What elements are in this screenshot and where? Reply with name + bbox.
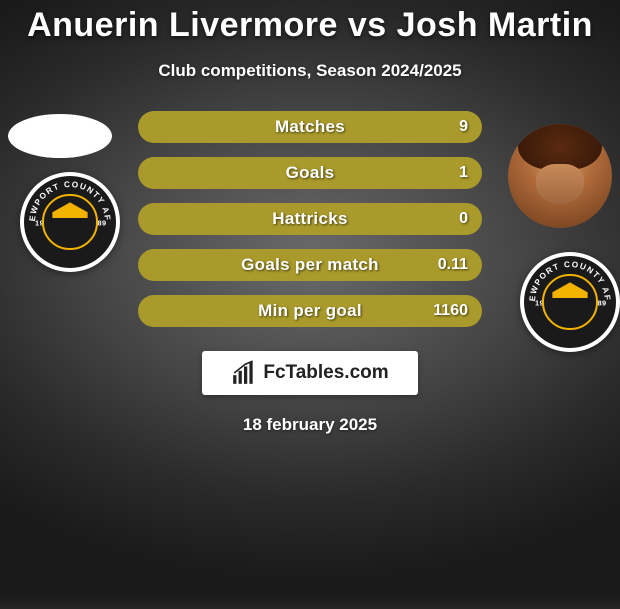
stat-value: 0.11 — [438, 256, 468, 274]
stat-value: 9 — [459, 118, 468, 136]
stat-row: Min per goal 1160 — [138, 295, 482, 327]
stat-label: Matches — [275, 117, 345, 137]
footer-logo[interactable]: FcTables.com — [202, 351, 418, 395]
stat-label: Hattricks — [272, 209, 347, 229]
stat-value: 1160 — [433, 302, 468, 320]
stat-row: Goals 1 — [138, 157, 482, 189]
stat-row: Hattricks 0 — [138, 203, 482, 235]
badge-shield-icon — [542, 274, 597, 329]
stat-label: Goals per match — [241, 255, 379, 275]
badge-shield-icon — [42, 194, 97, 249]
stat-label: Min per goal — [258, 301, 362, 321]
stat-value: 1 — [459, 164, 468, 182]
page-title: Anuerin Livermore vs Josh Martin — [0, 6, 620, 45]
footer-logo-text: FcTables.com — [263, 362, 388, 384]
club-badge-left: NEWPORT COUNTY AFC exiles 1912 1989 — [20, 172, 120, 272]
club-badge-right: NEWPORT COUNTY AFC exiles 1912 1989 — [520, 252, 620, 352]
stat-value: 0 — [459, 210, 468, 228]
player-photo-left — [8, 114, 112, 158]
stat-row: Goals per match 0.11 — [138, 249, 482, 281]
date-label: 18 february 2025 — [0, 415, 620, 435]
player-photo-right — [508, 124, 612, 228]
stats-list: Matches 9 Goals 1 Hattricks 0 Goals per match 0… — [138, 111, 482, 327]
stat-row: Matches 9 — [138, 111, 482, 143]
content-container: Anuerin Livermore vs Josh Martin Club co… — [0, 0, 620, 580]
subtitle: Club competitions, Season 2024/2025 — [0, 61, 620, 81]
stat-label: Goals — [286, 163, 335, 183]
chart-icon — [231, 360, 257, 386]
